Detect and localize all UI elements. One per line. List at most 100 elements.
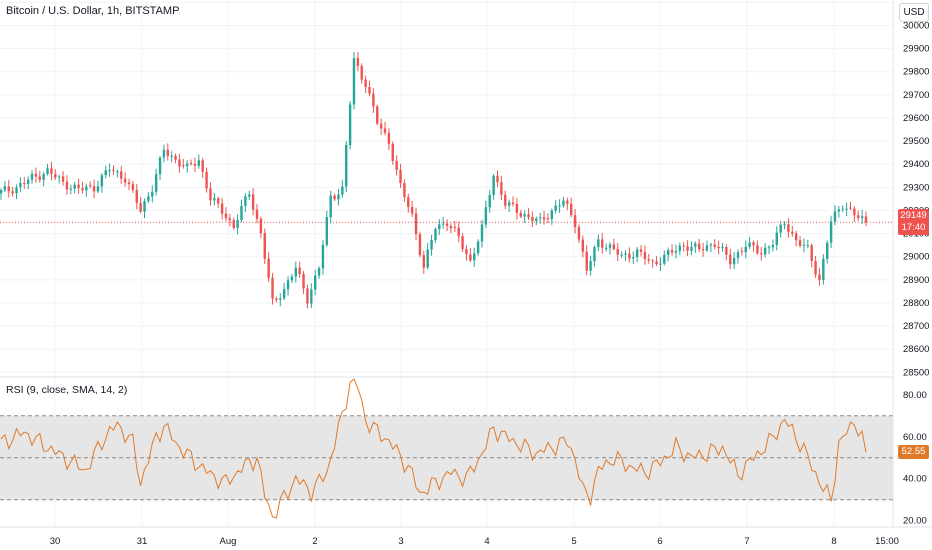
candle-body [558, 205, 561, 207]
candle-body [376, 106, 379, 124]
rsi-indicator-title[interactable]: RSI (9, close, SMA, 14, 2) [6, 384, 128, 396]
candle-body [410, 207, 414, 214]
candle-body [690, 246, 693, 251]
candle-body [356, 58, 360, 66]
candle-body [601, 239, 604, 248]
candle-body [341, 186, 344, 195]
candle-body [473, 253, 476, 261]
candle-body [760, 253, 763, 255]
grid-lines [0, 0, 893, 527]
candle-body [496, 175, 499, 183]
candle-body [61, 176, 65, 182]
candle-body [267, 258, 270, 278]
candle-body [147, 196, 150, 202]
candle-body [721, 247, 724, 249]
candle-body [515, 203, 519, 213]
time-tick-label: 2 [312, 536, 317, 547]
candle-body [50, 168, 53, 175]
rsi-tick-label: 80.00 [903, 390, 927, 401]
candle-body [484, 207, 488, 225]
bar-countdown: 17:40 [901, 222, 926, 234]
candle-body [787, 224, 790, 232]
candle-body [853, 208, 856, 216]
candle-body [65, 181, 69, 190]
candle-body [818, 274, 821, 280]
candle-body [562, 200, 565, 206]
candle-body [387, 132, 391, 144]
price-tick-label: 29800 [903, 67, 929, 78]
candle-body [217, 198, 220, 204]
candle-body [251, 194, 255, 210]
candle-body [826, 242, 829, 259]
candle-body [674, 250, 678, 253]
candle-body [430, 239, 433, 250]
candle-body [182, 165, 185, 167]
candle-body [73, 184, 76, 189]
candle-body [632, 257, 635, 259]
candle-body [286, 280, 290, 290]
candle-body [282, 289, 286, 299]
candle-body [740, 251, 744, 253]
candle-body [290, 276, 294, 281]
time-tick-label: 5 [571, 536, 576, 547]
price-tick-label: 29400 [903, 159, 929, 170]
candle-body [527, 214, 530, 218]
candle-body [849, 207, 852, 209]
candle-body [26, 179, 30, 184]
candle-body [453, 226, 457, 228]
candle-body [538, 217, 542, 219]
candle-body [329, 195, 332, 218]
candle-body [678, 245, 682, 251]
candle-body [461, 236, 464, 249]
price-tick-label: 29600 [903, 113, 929, 124]
rsi-last-value-tag: 52.55 [898, 445, 929, 460]
candle-body [701, 249, 705, 251]
candle-body [480, 224, 484, 242]
currency-button[interactable]: USD [899, 3, 929, 22]
candle-body [628, 253, 631, 259]
candle-body [170, 155, 173, 157]
candle-body [96, 186, 100, 192]
candle-body [85, 186, 88, 191]
candle-body [120, 171, 123, 179]
candle-body [364, 79, 367, 88]
price-tick-label: 28800 [903, 298, 929, 309]
candle-body [507, 202, 511, 206]
candle-body [616, 249, 619, 255]
candle-body [372, 93, 375, 107]
candle-body [325, 217, 329, 245]
candle-body [395, 160, 398, 170]
time-tick-label: 4 [484, 536, 489, 547]
candle-body [604, 247, 608, 249]
candle-body [391, 143, 394, 161]
candle-body [158, 157, 162, 175]
candle-body [131, 184, 135, 190]
candle-body [682, 245, 685, 247]
candle-body [263, 233, 266, 259]
price-tick-label: 29700 [903, 90, 929, 101]
candle-body [705, 245, 709, 251]
candle-body [771, 245, 775, 248]
candle-body [333, 195, 336, 200]
candle-body [725, 247, 728, 255]
candle-body [224, 213, 228, 219]
candle-body [306, 288, 309, 304]
candle-body [209, 188, 212, 201]
candle-body [542, 217, 546, 220]
candle-body [744, 246, 747, 253]
candle-body [123, 178, 127, 183]
candle-body [857, 215, 860, 219]
candle-body [438, 224, 441, 230]
candle-body [837, 209, 841, 212]
candle-body [81, 188, 84, 191]
candle-body [302, 274, 305, 289]
candle-body [643, 251, 647, 259]
time-tick-label: 8 [831, 536, 836, 547]
candle-body [469, 254, 472, 261]
candle-body [112, 170, 115, 172]
candle-body [23, 183, 26, 185]
candle-body [201, 160, 204, 172]
candle-body [569, 203, 573, 216]
candle-body [566, 200, 569, 204]
